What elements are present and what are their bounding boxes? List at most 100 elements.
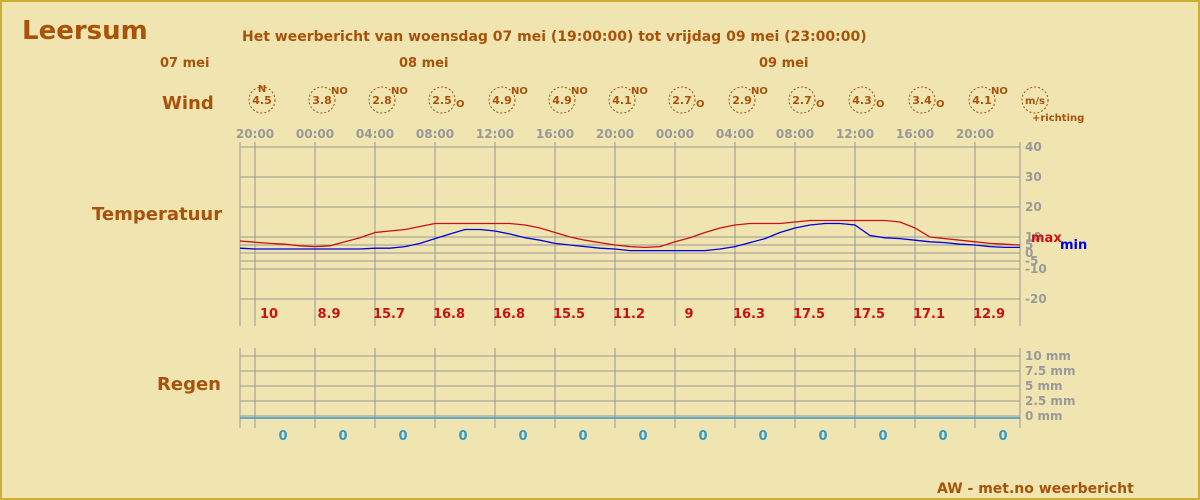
time-label: 04:00 [356,127,394,141]
rain-tick-label: 2.5 mm [1025,394,1075,408]
temp-value-label: 16.8 [493,307,525,322]
wind-direction: NO [571,86,588,97]
rain-value-label: 0 [758,429,767,444]
rain-tick-label: 10 mm [1025,349,1071,363]
temp-tick-label: 30 [1025,170,1042,184]
date-label: 09 mei [759,56,808,71]
temp-value-label: 16.8 [433,307,465,322]
legend-min: min [1060,238,1087,253]
wind-direction: O [876,99,885,110]
time-label: 00:00 [296,127,334,141]
rain-section-label: Regen [157,374,221,395]
wind-speed: 2.7 [672,94,692,107]
rain-value-label: 0 [818,429,827,444]
wind-unit: m/s [1025,96,1045,107]
wind-speed: 4.9 [552,94,572,107]
temp-tick-label: 0 [1025,246,1033,260]
rain-tick-label: 0 mm [1025,409,1063,423]
rain-tick-label: 7.5 mm [1025,364,1075,378]
temp-tick-label: 5 [1025,238,1033,252]
wind-speed: 3.4 [912,94,932,107]
rain-value-label: 0 [578,429,587,444]
rain-value-label: 0 [938,429,947,444]
temp-tick-label: 10 [1025,230,1042,244]
temp-value-label: 10 [260,307,278,322]
rain-value-label: 0 [518,429,527,444]
wind-unit-circle [1021,86,1049,114]
rain-value-label: 0 [398,429,407,444]
rain-value-label: 0 [638,429,647,444]
wind-direction: O [696,99,705,110]
temp-tick-label: -10 [1025,262,1047,276]
time-label: 04:00 [716,127,754,141]
location-title: Leersum [22,16,148,46]
wind-circle [488,86,516,114]
time-label: 08:00 [416,127,454,141]
source-credit: AW - met.no weerbericht [937,481,1134,497]
date-label: 07 mei [160,56,209,71]
wind-speed: 3.8 [312,94,332,107]
wind-speed: 2.9 [732,94,752,107]
wind-circle [308,86,336,114]
rain-tick-label: 5 mm [1025,379,1063,393]
temperature-section-label: Temperatuur [92,204,223,225]
wind-speed: 2.7 [792,94,812,107]
wind-circle [908,86,936,114]
wind-circle [368,86,396,114]
temp-tick-label: 40 [1025,140,1042,154]
wind-circle [968,86,996,114]
wind-direction: O [816,99,825,110]
temp-value-label: 12.9 [973,307,1005,322]
temp-value-label: 17.1 [913,307,945,322]
wind-circle [728,86,756,114]
wind-circle [548,86,576,114]
wind-speed: 2.5 [432,94,452,107]
temp-value-label: 9 [684,307,693,322]
wind-circle [788,86,816,114]
temp-value-label: 15.7 [373,307,405,322]
wind-speed: 4.9 [492,94,512,107]
wind-direction-note: +richting [1032,113,1084,124]
temp-series-min [239,222,1020,252]
temp-value-label: 8.9 [317,307,340,322]
wind-circle [608,86,636,114]
time-label: 16:00 [896,127,934,141]
time-label: 20:00 [236,127,274,141]
temp-tick-label: 20 [1025,200,1042,214]
wind-direction: NO [511,86,528,97]
time-label: 12:00 [476,127,514,141]
wind-direction: NO [331,86,348,97]
time-label: 08:00 [776,127,814,141]
temp-value-label: 17.5 [793,307,825,322]
wind-direction: N [258,84,266,95]
forecast-period-subtitle: Het weerbericht van woensdag 07 mei (19:… [242,29,867,45]
wind-speed: 4.5 [252,94,272,107]
rain-value-label: 0 [998,429,1007,444]
wind-speed: 2.8 [372,94,392,107]
wind-direction: O [456,99,465,110]
wind-circle [428,86,456,114]
rain-value-label: 0 [278,429,287,444]
wind-speed: 4.1 [972,94,992,107]
rain-value-label: 0 [878,429,887,444]
wind-section-label: Wind [162,93,214,114]
temp-value-label: 16.3 [733,307,765,322]
temp-tick-label: -20 [1025,292,1047,306]
time-label: 12:00 [836,127,874,141]
temp-value-label: 17.5 [853,307,885,322]
temp-value-label: 15.5 [553,307,585,322]
wind-speed: 4.3 [852,94,872,107]
wind-direction: NO [991,86,1008,97]
time-label: 20:00 [956,127,994,141]
temp-value-label: 11.2 [613,307,645,322]
wind-direction: NO [751,86,768,97]
wind-direction: NO [391,86,408,97]
temp-series-max [239,219,1021,249]
date-label: 08 mei [399,56,448,71]
legend-max: max [1031,231,1062,246]
wind-circle [848,86,876,114]
time-label: 00:00 [656,127,694,141]
wind-circle [668,86,696,114]
